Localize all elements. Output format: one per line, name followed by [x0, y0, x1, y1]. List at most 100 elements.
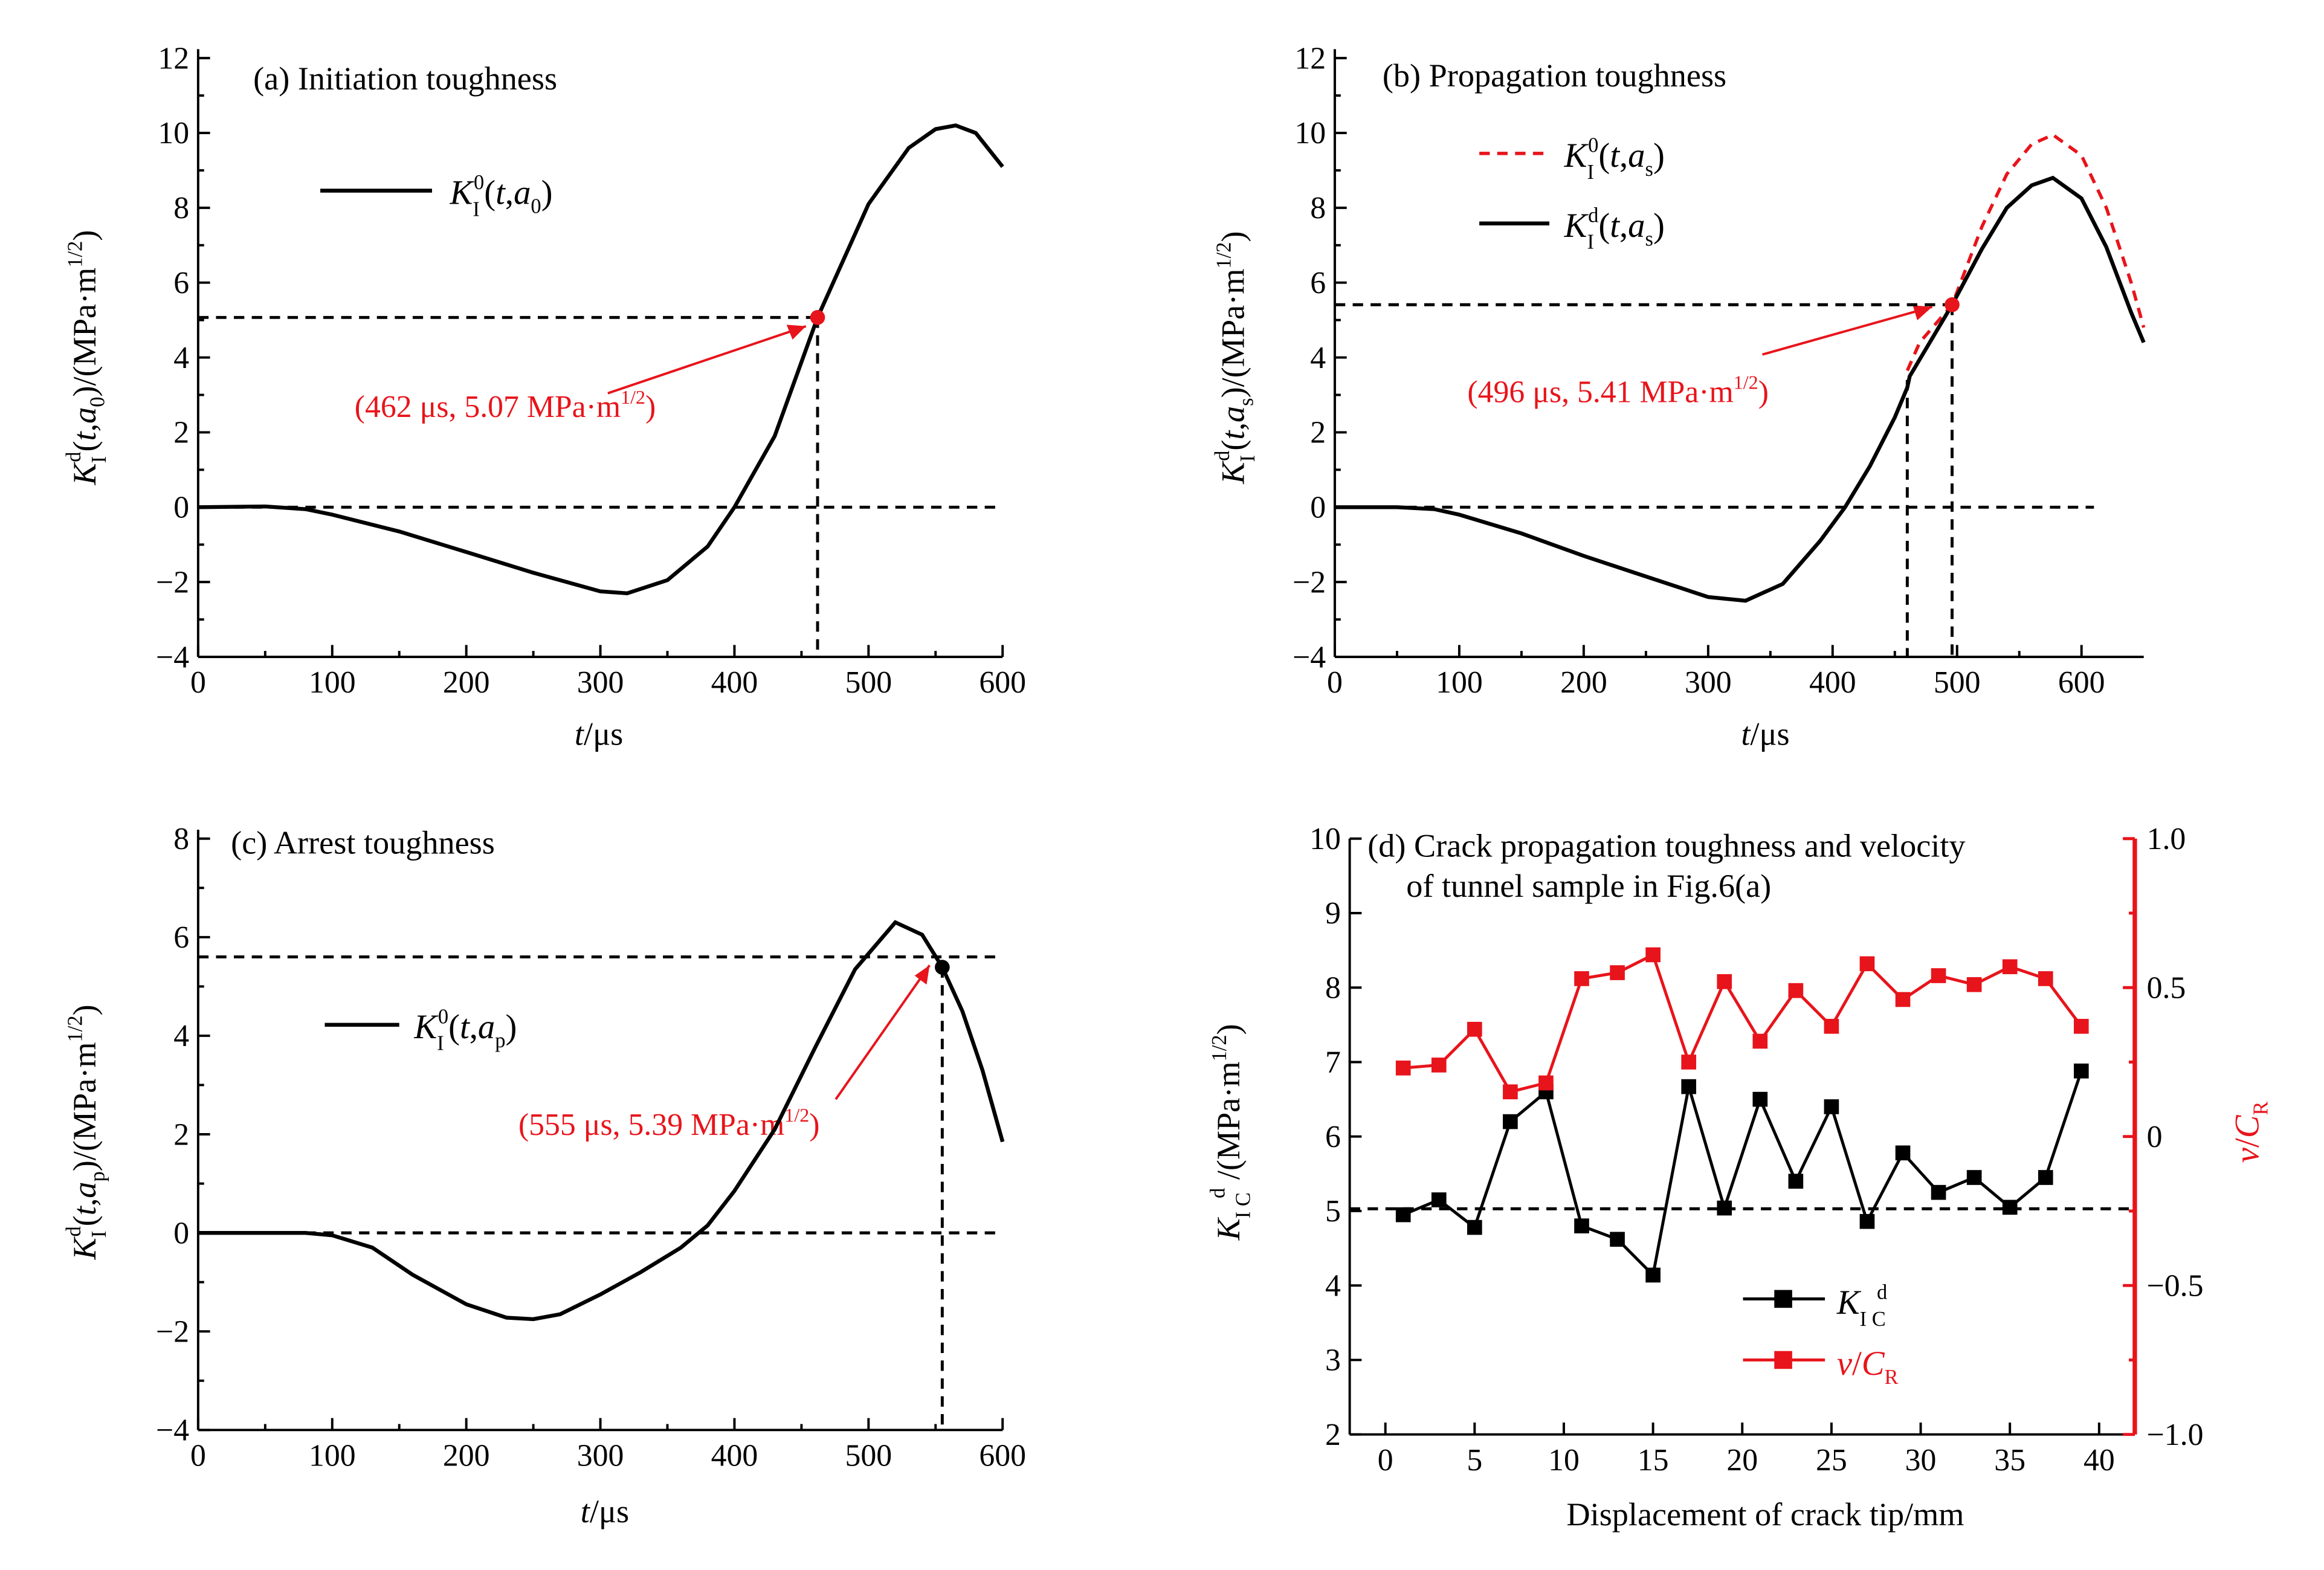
x-tick-label: 500 — [845, 1438, 892, 1473]
x-tick-label: 600 — [979, 665, 1026, 700]
panel-a-plot: 0 100 200 300 400 500 600 −4 −2 0 2 4 6 8 10 12 — [156, 41, 1026, 700]
panel-a-annotation: (462 μs, 5.07 MPa·m1/2) — [355, 325, 807, 424]
panel-b-legend: KI0(t,as) KId(t,as) — [1479, 134, 1665, 254]
legend-label-kd-as: KId(t,as) — [1564, 204, 1665, 253]
data-point-k-ic-d — [1931, 1184, 1946, 1200]
series-line-k-i-d-t-a-s- — [1334, 175, 2146, 603]
data-marker — [810, 309, 825, 325]
y-tick-label: 8 — [173, 191, 189, 225]
x-tick-label: 200 — [443, 1438, 490, 1473]
panel-a-xlabel: t/μs — [575, 716, 623, 752]
x-tick-label: 500 — [1934, 665, 1981, 700]
data-point-k-ic-d — [1895, 1145, 1911, 1161]
x-tick-label: 400 — [711, 665, 758, 700]
y-right-tick-label: 1.0 — [2147, 822, 2186, 856]
x-tick-label: 0 — [190, 1438, 206, 1473]
data-marker — [1945, 297, 1960, 312]
data-point-k-ic-d — [2073, 1063, 2089, 1079]
y-tick-label: −2 — [156, 1314, 189, 1349]
y-tick-label: 4 — [173, 341, 189, 375]
y-tick-label: 9 — [1325, 896, 1341, 931]
y-tick-label: −4 — [156, 1413, 189, 1448]
y-right-tick-label: −0.5 — [2147, 1268, 2204, 1303]
y-tick-label: −2 — [1293, 565, 1326, 599]
x-tick-label: 200 — [1560, 665, 1607, 700]
y-tick-label: 3 — [1325, 1343, 1341, 1378]
x-tick-label: 500 — [845, 665, 892, 700]
x-tick-label: 200 — [443, 665, 490, 700]
legend-label-kicd: KI Cd — [1836, 1281, 1887, 1330]
data-point-v-c-r — [1895, 992, 1911, 1007]
x-tick-label: 0 — [1378, 1443, 1393, 1478]
panel-a-title: (a) Initiation toughness — [253, 60, 557, 97]
y-tick-label: −2 — [156, 565, 189, 599]
data-point-v-c-r — [1610, 965, 1625, 980]
data-point-k-ic-d — [1645, 1267, 1661, 1283]
data-point-k-ic-d — [1681, 1079, 1697, 1094]
y-tick-label: 0 — [1310, 491, 1326, 525]
series-line-k-i-0-t-a-0- — [198, 123, 1004, 596]
x-tick-label: 0 — [190, 665, 206, 700]
panel-b-annotation: (496 μs, 5.41 MPa·m1/2) — [1467, 305, 1933, 410]
data-point-k-ic-d — [1752, 1091, 1768, 1107]
x-tick-label: 300 — [577, 665, 624, 700]
data-point-v-c-r — [2073, 1018, 2089, 1034]
data-point-v-c-r — [1788, 983, 1804, 998]
data-point-k-ic-d — [1431, 1192, 1447, 1207]
y-tick-label: −4 — [156, 640, 189, 674]
x-tick-label: 400 — [1809, 665, 1856, 700]
x-tick-label: 100 — [1436, 665, 1483, 700]
y-tick-label: 6 — [173, 920, 189, 955]
x-tick-label: 25 — [1816, 1443, 1847, 1478]
data-point-k-ic-d — [1610, 1232, 1625, 1247]
y-tick-label: 2 — [1325, 1418, 1341, 1452]
x-tick-label: 40 — [2084, 1443, 2115, 1478]
y-tick-label: 8 — [173, 822, 189, 856]
y-tick-label: 12 — [158, 41, 189, 76]
panel-d-xlabel: Displacement of crack tip/mm — [1566, 1496, 1964, 1533]
panel-d-title-line1: (d) Crack propagation toughness and velo… — [1367, 827, 1965, 864]
data-marker — [935, 960, 950, 975]
y-right-tick-label: −1.0 — [2147, 1418, 2204, 1452]
panel-c: (c) Arrest toughness KI0(t,ap) (555 μs, … — [62, 824, 931, 1530]
panel-b-xlabel: t/μs — [1741, 716, 1789, 752]
legend-label-k0-ap: KI0(t,ap) — [413, 1005, 517, 1055]
panel-d-ylabel: KI Cd /(MPa·m1/2) — [1207, 1024, 1255, 1241]
panel-a: (a) Initiation toughness KI0(t,a0) (462 … — [62, 60, 807, 752]
panel-a-annotation-text: (462 μs, 5.07 MPa·m1/2) — [355, 386, 656, 424]
y-tick-label: 6 — [1325, 1120, 1341, 1154]
data-point-k-ic-d — [1966, 1170, 1982, 1185]
legend-label-vcr: v/CR — [1837, 1345, 1899, 1389]
x-tick-label: 20 — [1726, 1443, 1758, 1478]
data-point-v-c-r — [1752, 1033, 1768, 1049]
x-tick-label: 35 — [1994, 1443, 2025, 1478]
x-tick-label: 0 — [1327, 665, 1343, 700]
legend-marker-kicd — [1774, 1290, 1792, 1308]
x-tick-label: 10 — [1548, 1443, 1580, 1478]
panel-a-annotation-arrowhead — [786, 325, 806, 340]
data-point-v-c-r — [1966, 977, 1982, 992]
y-tick-label: 6 — [173, 266, 189, 300]
data-point-v-c-r — [1681, 1055, 1697, 1070]
panel-d-legend: KI Cd v/CR — [1743, 1281, 1899, 1389]
panel-b-title: (b) Propagation toughness — [1383, 57, 1726, 94]
panel-b-plot: 0 100 200 300 400 500 600 −4 −2 0 2 4 6 8 10 12 — [1293, 41, 2146, 700]
data-point-k-ic-d — [1574, 1218, 1589, 1233]
panel-b-ylabel: KId(t,as)/(MPa·m1/2) — [1211, 231, 1259, 484]
panel-c-annotation-arrowhead — [914, 965, 930, 985]
data-point-v-c-r — [1431, 1058, 1447, 1073]
data-point-v-c-r — [1859, 956, 1875, 972]
panel-d-title-line2: of tunnel sample in Fig.6(a) — [1406, 868, 1771, 904]
data-point-v-c-r — [1717, 974, 1732, 989]
y-tick-label: 10 — [1309, 822, 1341, 856]
y-tick-label: −4 — [1293, 640, 1326, 674]
data-point-v-c-r — [2002, 959, 2018, 975]
series-line-k-i-0-t-a-s- — [1905, 132, 2146, 372]
legend-label-k0-as: KI0(t,as) — [1564, 134, 1665, 183]
y-tick-label: 4 — [173, 1019, 189, 1053]
legend-marker-vcr — [1774, 1351, 1792, 1369]
y-tick-label: 6 — [1310, 266, 1326, 300]
x-tick-label: 400 — [711, 1438, 758, 1473]
panel-c-ylabel: KId(t,ap)/(MPa·m1/2) — [62, 1004, 111, 1260]
